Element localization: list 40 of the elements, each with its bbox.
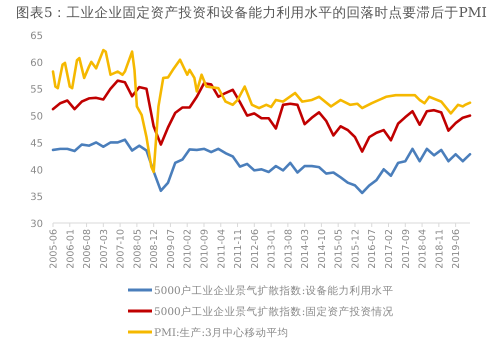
- legend-label: 5000户工业企业景气扩散指数:固定资产投资情况: [154, 305, 394, 318]
- y-tick-label: 45: [30, 138, 43, 150]
- y-tick-label: 65: [30, 31, 43, 42]
- x-tick-label: 2013-08: [283, 229, 294, 269]
- x-tick-label: 2010-09: [199, 229, 210, 269]
- legend-item: 5000户工业企业景气扩散指数:设备能力利用水平: [128, 285, 394, 297]
- y-tick-label: 60: [30, 58, 43, 69]
- x-tick-label: 2011-04: [216, 229, 228, 269]
- y-tick-label: 50: [30, 112, 43, 123]
- x-tick-label: 2007-03: [98, 229, 110, 269]
- x-tick-label: 2012-06: [250, 229, 261, 269]
- x-tick-label: 2008-12: [149, 229, 160, 269]
- x-tick-label: 2013-01: [266, 229, 278, 269]
- y-tick-label: 35: [30, 192, 43, 204]
- x-tick-label: 2005-06: [48, 229, 60, 269]
- legend-item: 5000户工业企业景气扩散指数:固定资产投资情况: [128, 306, 394, 318]
- chart-title: 图表5：工业企业固定资产投资和设备能力利用水平的回落时点要滞后于PMI: [16, 5, 487, 21]
- x-tick-label: 2011-11: [233, 229, 244, 269]
- x-tick-label: 2009-07: [166, 229, 177, 269]
- x-tick-label: 2016-07: [367, 229, 378, 269]
- x-tick-label: 2014-03: [300, 229, 312, 269]
- x-tick-label: 2017-02: [384, 229, 396, 269]
- x-tick-label: 2006-01: [65, 229, 76, 269]
- x-tick-label: 2019-06: [451, 229, 462, 269]
- x-tick-label: 2018-11: [434, 229, 446, 269]
- x-tick-label: 2006-08: [82, 229, 94, 269]
- legend-label: 5000户工业企业景气扩散指数:设备能力利用水平: [154, 284, 394, 297]
- x-tick-label: 2015-12: [350, 229, 362, 269]
- y-tick-label: 55: [30, 84, 43, 96]
- x-tick-label: 2010-02: [182, 229, 194, 269]
- x-tick-label: 2007-10: [116, 229, 127, 269]
- legend-item: PMI:生产:3月中心移动平均: [128, 327, 289, 339]
- y-tick-label: 30: [30, 219, 43, 230]
- x-tick-label: 2008-05: [132, 229, 144, 269]
- x-tick-label: 2017-09: [400, 229, 412, 269]
- x-tick-label: 2014-10: [316, 229, 328, 269]
- x-tick-label: 2015-05: [334, 229, 345, 269]
- y-tick-label: 40: [30, 165, 43, 176]
- x-tick-label: 2018-04: [418, 229, 429, 269]
- legend-label: PMI:生产:3月中心移动平均: [154, 326, 289, 339]
